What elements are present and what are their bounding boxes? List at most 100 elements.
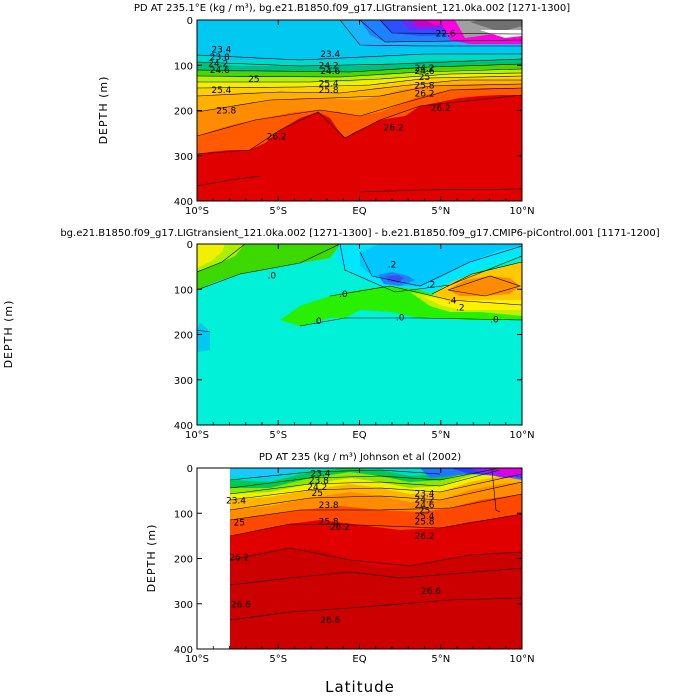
y-tick-label: 400 bbox=[174, 197, 193, 208]
contour-label: 23.4 bbox=[310, 469, 330, 479]
x-tick-label: EQ bbox=[352, 654, 366, 665]
y-tick-label: 100 bbox=[174, 61, 193, 72]
contour-label: 23.4 bbox=[226, 497, 246, 507]
x-tick-label: 5°S bbox=[269, 206, 287, 217]
contour-label: 23.4 bbox=[320, 50, 340, 60]
contour-label: .4 bbox=[448, 297, 457, 307]
panel-bottom-title: PD AT 235 (kg / m³) Johnson et al (2002) bbox=[259, 452, 461, 463]
x-tick-label: 5°N bbox=[431, 430, 450, 441]
x-tick-label: 10°S bbox=[185, 430, 209, 441]
panel-middle-field bbox=[197, 244, 522, 425]
x-tick-label: 5°S bbox=[269, 654, 287, 665]
contour-label: 25.8 bbox=[414, 82, 434, 92]
x-tick-label: 10°N bbox=[509, 654, 534, 665]
contour-label: 23.8 bbox=[210, 53, 230, 63]
contour-label: 25 bbox=[419, 73, 430, 83]
contour-label: 26.2 bbox=[229, 554, 249, 564]
panel-top: PD AT 235.1°E (kg / m³), bg.e21.B1850.f0… bbox=[97, 3, 570, 217]
panel-top-field bbox=[197, 20, 522, 201]
contour-label: 26.2 bbox=[330, 523, 350, 533]
contour-label: 26.6 bbox=[421, 587, 441, 597]
contour-label: 25 bbox=[312, 489, 323, 499]
panel-top-title: PD AT 235.1°E (kg / m³), bg.e21.B1850.f0… bbox=[134, 3, 570, 14]
contour-label: 24.6 bbox=[414, 67, 434, 77]
panel-bottom-axes: 10°S 5°S EQ 5°N 10°N 0 100 200 300 400 bbox=[174, 464, 535, 665]
y-tick-label: 300 bbox=[174, 376, 193, 387]
panel-middle-ylabel: DEPTH (m) bbox=[2, 300, 15, 369]
y-tick-label: 0 bbox=[187, 240, 193, 251]
x-tick-label: 10°N bbox=[509, 430, 534, 441]
y-tick-label: 400 bbox=[174, 421, 193, 432]
contour-label: 25.8 bbox=[319, 517, 339, 527]
x-tick-label: 5°N bbox=[431, 206, 450, 217]
panel-middle: bg.e21.B1850.f09_g17.LIGtransient_121.0k… bbox=[2, 228, 660, 441]
y-tick-label: 0 bbox=[187, 464, 193, 475]
panel-middle-title: bg.e21.B1850.f09_g17.LIGtransient_121.0k… bbox=[60, 228, 659, 239]
panel-bottom: PD AT 235 (kg / m³) Johnson et al (2002) bbox=[145, 452, 535, 665]
y-tick-label: 200 bbox=[174, 555, 193, 566]
x-tick-label: EQ bbox=[352, 206, 366, 217]
contour-label: .0 bbox=[396, 313, 405, 323]
contour-label: 24.2 bbox=[414, 64, 434, 74]
x-tick-label: 10°S bbox=[185, 654, 209, 665]
y-tick-label: 300 bbox=[174, 152, 193, 163]
panel-bottom-field bbox=[197, 468, 522, 649]
contour-label: .2 bbox=[456, 303, 465, 313]
contour-label: 26.2 bbox=[414, 89, 434, 99]
contour-label: 25.8 bbox=[414, 517, 434, 527]
contour-label: 25.4 bbox=[211, 86, 231, 96]
contour-label: 25.4 bbox=[319, 79, 339, 89]
contour-label: 23.8 bbox=[309, 477, 329, 487]
contour-label: 24.2 bbox=[307, 483, 327, 493]
x-tick-label: EQ bbox=[352, 430, 366, 441]
contour-label: 24.6 bbox=[320, 67, 340, 77]
contour-label: 26.2 bbox=[414, 532, 434, 542]
contour-label: .0 bbox=[490, 316, 499, 326]
contour-label: .0 bbox=[339, 290, 348, 300]
panel-middle-contour-labels: .0.0.0.0.0.2.2.2.4 bbox=[267, 260, 498, 327]
contour-label: 26.2 bbox=[267, 133, 287, 143]
contour-label: 26.6 bbox=[231, 601, 251, 611]
contour-label: 24.6 bbox=[414, 501, 434, 511]
contour-label: 26.6 bbox=[320, 616, 340, 626]
contour-label: 25.4 bbox=[414, 512, 434, 522]
x-tick-label: 5°S bbox=[269, 430, 287, 441]
contour-label: .0 bbox=[267, 272, 276, 282]
x-tick-label: 5°N bbox=[431, 654, 450, 665]
contour-label: 22.6 bbox=[436, 30, 456, 40]
contour-label: 24.6 bbox=[210, 66, 230, 76]
contour-label: 25 bbox=[234, 518, 245, 528]
y-tick-label: 100 bbox=[174, 285, 193, 296]
y-tick-label: 400 bbox=[174, 645, 193, 656]
panel-top-contour-labels: 23.423.824.224.62525.425.826.223.424.224… bbox=[208, 30, 456, 143]
contour-label: 24.2 bbox=[319, 61, 339, 71]
contour-label: 26.2 bbox=[384, 124, 404, 134]
x-tick-label: 10°N bbox=[509, 206, 534, 217]
contour-label: 24.2 bbox=[414, 496, 434, 506]
contour-label: 25.8 bbox=[319, 86, 339, 96]
y-tick-label: 200 bbox=[174, 107, 193, 118]
x-tick-label: 10°S bbox=[185, 206, 209, 217]
y-tick-label: 0 bbox=[187, 16, 193, 27]
contour-label: 23.8 bbox=[319, 501, 339, 511]
y-tick-label: 200 bbox=[174, 331, 193, 342]
contour-label: 23.4 bbox=[414, 489, 434, 499]
contour-label: .2 bbox=[388, 260, 397, 270]
panel-top-axes: 10°S 5°S EQ 5°N 10°N 0 100 200 300 400 bbox=[174, 16, 535, 217]
panel-bottom-ylabel: DEPTH (m) bbox=[145, 524, 158, 593]
contour-label: 25 bbox=[248, 75, 259, 85]
contour-label: .0 bbox=[313, 317, 322, 327]
contour-label: 26.2 bbox=[431, 104, 451, 114]
y-tick-label: 100 bbox=[174, 509, 193, 520]
contour-label: 25.8 bbox=[216, 107, 236, 117]
contour-label: 24.2 bbox=[208, 59, 228, 69]
panel-middle-axes: 10°S 5°S EQ 5°N 10°N 0 100 200 300 400 bbox=[174, 240, 535, 441]
contour-label: 25 bbox=[419, 507, 430, 517]
contour-label: 23.4 bbox=[211, 45, 231, 55]
y-tick-label: 300 bbox=[174, 600, 193, 611]
panel-top-ylabel: DEPTH (m) bbox=[97, 76, 110, 145]
figure-xlabel: Latitude bbox=[325, 678, 395, 696]
contour-label: .2 bbox=[427, 281, 436, 291]
